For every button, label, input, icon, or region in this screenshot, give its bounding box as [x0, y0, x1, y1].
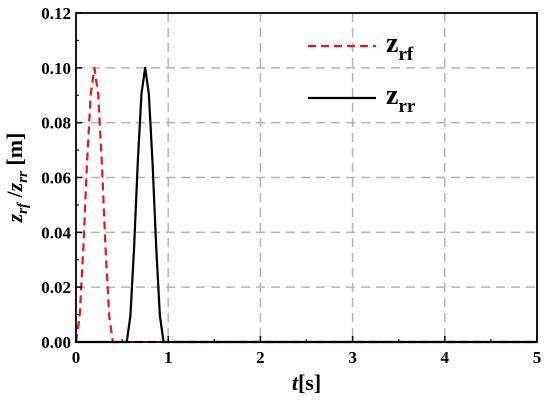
x-axis-label-var: t: [292, 370, 299, 395]
series-line-rf: [74, 66, 537, 344]
y-tick-label: 0.06: [41, 169, 71, 188]
legend-label-rf: zrf: [386, 28, 414, 65]
y-tick-label: 0.08: [41, 114, 71, 133]
series-lines: [74, 66, 537, 344]
x-axis-label-unit: [s]: [298, 370, 321, 395]
y-axis-label-var2: z: [2, 182, 27, 192]
x-axis-label: t[s]: [292, 370, 321, 395]
y-tick-label: 0.04: [41, 223, 71, 242]
legend: zrf zrr: [308, 28, 416, 117]
x-tick-label: 5: [533, 348, 542, 367]
grid-lines: [76, 13, 537, 342]
y-axis-label-unit: [m]: [2, 133, 27, 171]
x-tick-label: 1: [164, 348, 173, 367]
x-tick-label: 2: [256, 348, 265, 367]
x-tick-label: 0: [72, 348, 81, 367]
axis-ticks: 0 1 2 3 4 5 0.00 0.02 0.04 0.06 0.08 0.10 0.12: [41, 4, 541, 367]
legend-label-rr: zrr: [386, 80, 416, 117]
y-axis-label: zrf /zrr [m]: [2, 133, 31, 224]
y-axis-label-sep: /: [2, 190, 27, 203]
series-line-rr: [76, 66, 537, 344]
y-axis-label-sub2: rr: [15, 171, 31, 183]
x-tick-label: 3: [348, 348, 357, 367]
y-tick-label: 0.12: [41, 4, 71, 23]
y-axis-label-var1: z: [2, 213, 27, 223]
x-tick-label: 4: [441, 348, 450, 367]
y-tick-label: 0.02: [41, 278, 71, 297]
y-tick-label: 0.00: [41, 333, 71, 352]
y-axis-label-sub1: rf: [15, 201, 31, 214]
y-tick-label: 0.10: [41, 59, 71, 78]
